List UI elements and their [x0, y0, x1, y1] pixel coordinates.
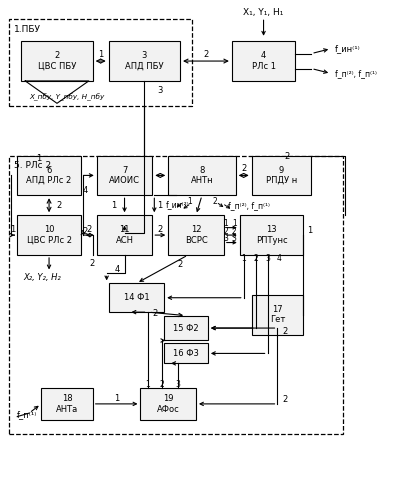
Text: 14 Ф1: 14 Ф1 [124, 293, 149, 302]
Text: 2: 2 [86, 224, 92, 234]
Text: 6
АПД РЛс 2: 6 АПД РЛс 2 [26, 166, 72, 185]
FancyBboxPatch shape [17, 156, 81, 196]
FancyBboxPatch shape [232, 41, 295, 81]
FancyBboxPatch shape [168, 156, 236, 196]
Text: f_ин⁽¹⁾: f_ин⁽¹⁾ [335, 44, 361, 53]
Text: 3: 3 [176, 380, 180, 389]
Text: f_ин⁽²⁾: f_ин⁽²⁾ [166, 200, 190, 209]
Text: 2: 2 [282, 327, 288, 336]
FancyBboxPatch shape [168, 215, 224, 255]
Text: 2: 2 [160, 380, 165, 389]
Text: 19
АФос: 19 АФос [157, 394, 180, 413]
Text: 1: 1 [241, 254, 246, 264]
Text: X_пбу, Y_пбу, H_пбу: X_пбу, Y_пбу, H_пбу [29, 93, 104, 100]
Text: 4
РЛс 1: 4 РЛс 1 [252, 52, 276, 71]
FancyBboxPatch shape [97, 215, 152, 255]
Text: 1: 1 [145, 380, 150, 389]
Text: 2: 2 [241, 164, 246, 173]
Text: 2: 2 [152, 310, 158, 318]
Text: 5. РЛс 2: 5. РЛс 2 [14, 162, 51, 170]
Text: 17
Гет: 17 Гет [270, 305, 285, 324]
Text: 15 Ф2: 15 Ф2 [173, 324, 199, 332]
Text: 3: 3 [158, 86, 163, 96]
FancyBboxPatch shape [21, 41, 93, 81]
Text: 2: 2 [83, 226, 88, 235]
Text: 4: 4 [277, 254, 282, 264]
Text: 2: 2 [178, 260, 183, 268]
Text: 1: 1 [232, 219, 236, 228]
Text: 3
АПД ПБУ: 3 АПД ПБУ [125, 52, 164, 71]
Text: 13
РПТунс: 13 РПТунс [256, 226, 287, 245]
Text: 3: 3 [232, 234, 236, 243]
Text: 18
АНТа: 18 АНТа [56, 394, 78, 413]
FancyBboxPatch shape [41, 388, 93, 420]
Text: 16 Ф3: 16 Ф3 [173, 349, 199, 358]
Text: 1: 1 [157, 200, 162, 210]
Text: 10
ЦВС РЛс 2: 10 ЦВС РЛс 2 [26, 226, 72, 245]
Text: 2: 2 [232, 226, 236, 235]
Text: 1: 1 [307, 226, 312, 234]
FancyBboxPatch shape [164, 316, 208, 340]
Text: 1: 1 [114, 394, 119, 404]
Text: 1: 1 [36, 154, 42, 162]
Text: f_п⁽¹⁾: f_п⁽¹⁾ [16, 410, 37, 420]
FancyBboxPatch shape [109, 284, 164, 312]
Text: 2: 2 [282, 396, 288, 404]
Text: 2: 2 [56, 200, 62, 210]
Text: 7
АИОИС: 7 АИОИС [109, 166, 140, 185]
Text: 1: 1 [224, 219, 228, 228]
Text: X₁, Y₁, H₁: X₁, Y₁, H₁ [243, 8, 284, 17]
Text: 3: 3 [223, 234, 228, 243]
Text: 12
ВСРС: 12 ВСРС [185, 226, 208, 245]
Text: 1: 1 [188, 197, 192, 206]
FancyBboxPatch shape [164, 344, 208, 363]
Text: f_п⁽²⁾, f_п⁽¹⁾: f_п⁽²⁾, f_п⁽¹⁾ [335, 69, 377, 78]
Text: X₂, Y₂, H₂: X₂, Y₂, H₂ [23, 273, 61, 282]
Text: 2: 2 [224, 226, 228, 235]
FancyBboxPatch shape [252, 294, 303, 335]
Text: 1: 1 [98, 50, 103, 59]
Text: 4: 4 [83, 186, 88, 195]
Text: 11
АСН: 11 АСН [116, 226, 134, 245]
Text: 2: 2 [213, 197, 218, 206]
Text: 9
РПДУ н: 9 РПДУ н [266, 166, 297, 185]
Text: 2: 2 [158, 224, 163, 234]
FancyBboxPatch shape [252, 156, 311, 196]
Text: 2: 2 [253, 254, 258, 264]
FancyBboxPatch shape [17, 215, 81, 255]
Text: 1: 1 [10, 224, 15, 234]
FancyBboxPatch shape [140, 388, 196, 420]
Text: 4: 4 [114, 264, 120, 274]
Text: 3: 3 [265, 254, 270, 264]
Text: 8
АНТн: 8 АНТн [191, 166, 213, 185]
Text: 2: 2 [90, 260, 95, 268]
Text: 2: 2 [203, 50, 208, 59]
FancyBboxPatch shape [109, 41, 180, 81]
Text: 1.ПБУ: 1.ПБУ [14, 25, 41, 34]
Text: 2: 2 [285, 152, 290, 161]
FancyBboxPatch shape [240, 215, 303, 255]
FancyBboxPatch shape [97, 156, 152, 196]
Text: f_п⁽²⁾, f_п⁽¹⁾: f_п⁽²⁾, f_п⁽¹⁾ [228, 200, 270, 210]
Text: 1: 1 [111, 200, 116, 210]
Text: 2
ЦВС ПБУ: 2 ЦВС ПБУ [38, 52, 76, 71]
